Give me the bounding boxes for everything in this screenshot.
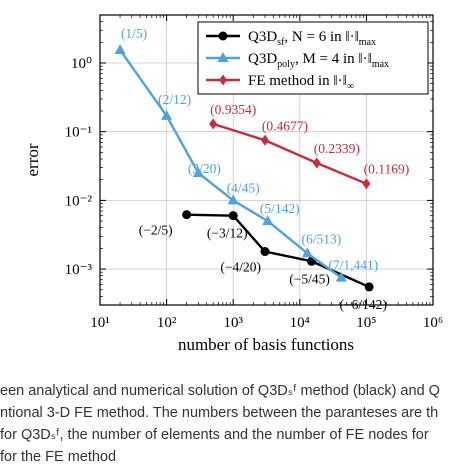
legend-entry-fe-method: FE method in ‖·‖∞ bbox=[206, 73, 354, 92]
data-label-q3d-poly: (5/142) bbox=[260, 201, 300, 216]
x-tick-label: 10⁴ bbox=[290, 315, 310, 331]
data-label-q3d-sf: (−3/12) bbox=[207, 226, 248, 241]
data-point-q3d-sf bbox=[228, 211, 238, 221]
y-tick-labels: 10⁻³ 10⁻² 10⁻¹ 10⁰ bbox=[65, 56, 93, 278]
caption-line-3: for Q3Dₛᶠ, the number of elements and th… bbox=[0, 427, 429, 443]
legend-label: Q3Dsf, N = 6 in ‖·‖max bbox=[248, 29, 376, 48]
data-point-q3d-sf bbox=[182, 210, 192, 220]
y-tick-label: 10⁰ bbox=[71, 56, 92, 72]
y-tick-label: 10⁻¹ bbox=[65, 125, 92, 141]
data-point-fe-method bbox=[312, 157, 321, 169]
legend-entry-q3d-poly: Q3Dpoly, M = 4 in ‖·‖max bbox=[206, 51, 389, 70]
data-point-q3d-sf bbox=[260, 247, 270, 257]
data-point-fe-method bbox=[362, 178, 371, 190]
data-point-q3d-poly bbox=[114, 43, 126, 54]
data-label-q3d-poly: (3/20) bbox=[188, 161, 221, 176]
y-tick-label: 10⁻² bbox=[65, 193, 93, 209]
data-label-q3d-sf: (−4/20) bbox=[220, 260, 261, 275]
data-point-q3d-poly bbox=[262, 215, 274, 226]
legend-marker bbox=[218, 31, 228, 41]
data-point-fe-method bbox=[260, 134, 269, 146]
data-label-fe-method: (0.1169) bbox=[364, 162, 410, 177]
data-label-q3d-poly: (6/513) bbox=[302, 231, 342, 246]
data-label-q3d-poly: (2/12) bbox=[158, 92, 191, 107]
x-axis-label: number of basis functions bbox=[178, 335, 354, 354]
x-tick-label: 10³ bbox=[223, 315, 243, 331]
data-point-q3d-sf bbox=[364, 282, 374, 292]
data-label-fe-method: (0.4677) bbox=[262, 118, 308, 133]
legend-label: FE method in ‖·‖∞ bbox=[248, 73, 354, 92]
data-point-q3d-poly bbox=[192, 167, 204, 178]
legend-marker bbox=[219, 74, 227, 86]
data-label-q3d-sf: (−5/45) bbox=[289, 271, 330, 286]
axis-ticks bbox=[99, 14, 434, 306]
caption-line-4: for the FE method bbox=[0, 449, 117, 465]
error-convergence-chart: 10¹ 10² 10³ 10⁴ 10⁵ 10⁶ 10⁻³ 10⁻² 10⁻¹ 10⁰ numbe… bbox=[23, 14, 443, 354]
y-tick-label: 10⁻³ bbox=[65, 262, 93, 278]
data-point-fe-method bbox=[209, 118, 218, 130]
figure-caption: een analytical and numerical solution of… bbox=[0, 380, 474, 468]
series-layer: (−2/5) (−3/12) (−4/20) (−5/45) (−6/142) (1/5)… bbox=[114, 26, 410, 312]
x-tick-label: 10¹ bbox=[90, 315, 110, 331]
y-axis-label: error bbox=[23, 143, 42, 176]
data-label-q3d-poly: (7/1,441) bbox=[328, 258, 378, 273]
data-point-q3d-poly bbox=[335, 271, 347, 282]
legend-entry-q3d-sf: Q3Dsf, N = 6 in ‖·‖max bbox=[206, 29, 376, 48]
legend-label: Q3Dpoly, M = 4 in ‖·‖max bbox=[248, 51, 389, 70]
data-label-fe-method: (0.9354) bbox=[210, 102, 256, 117]
caption-line-1: een analytical and numerical solution of… bbox=[0, 383, 440, 399]
data-label-q3d-poly: (1/5) bbox=[121, 26, 147, 41]
x-tick-label: 10⁵ bbox=[356, 315, 376, 331]
caption-line-2: ntional 3-D FE method. The numbers betwe… bbox=[0, 405, 439, 421]
data-label-fe-method: (0.2339) bbox=[314, 141, 360, 156]
data-point-q3d-poly bbox=[161, 109, 173, 120]
data-label-q3d-poly: (4/45) bbox=[227, 180, 260, 195]
series-fe-method: (0.9354) (0.4677) (0.2339) (0.1169) bbox=[209, 102, 410, 190]
data-point-q3d-poly bbox=[301, 247, 313, 258]
x-tick-labels: 10¹ 10² 10³ 10⁴ 10⁵ 10⁶ bbox=[90, 315, 443, 331]
series-q3d-poly: (1/5) (2/12) (3/20) (4/45)(5/142)(6/513) (7/… bbox=[114, 26, 378, 282]
x-tick-label: 10² bbox=[157, 315, 177, 331]
data-point-q3d-poly bbox=[227, 194, 239, 205]
plot-frame bbox=[99, 14, 434, 306]
data-label-q3d-sf: (−6/142) bbox=[339, 297, 386, 312]
legend-marker bbox=[217, 52, 229, 62]
x-tick-label: 10⁶ bbox=[423, 315, 443, 331]
data-label-q3d-sf: (−2/5) bbox=[139, 223, 173, 238]
legend: Q3Dsf, N = 6 in ‖·‖max Q3Dpoly, M = 4 in … bbox=[197, 21, 429, 95]
series-line-fe-method bbox=[212, 122, 367, 185]
